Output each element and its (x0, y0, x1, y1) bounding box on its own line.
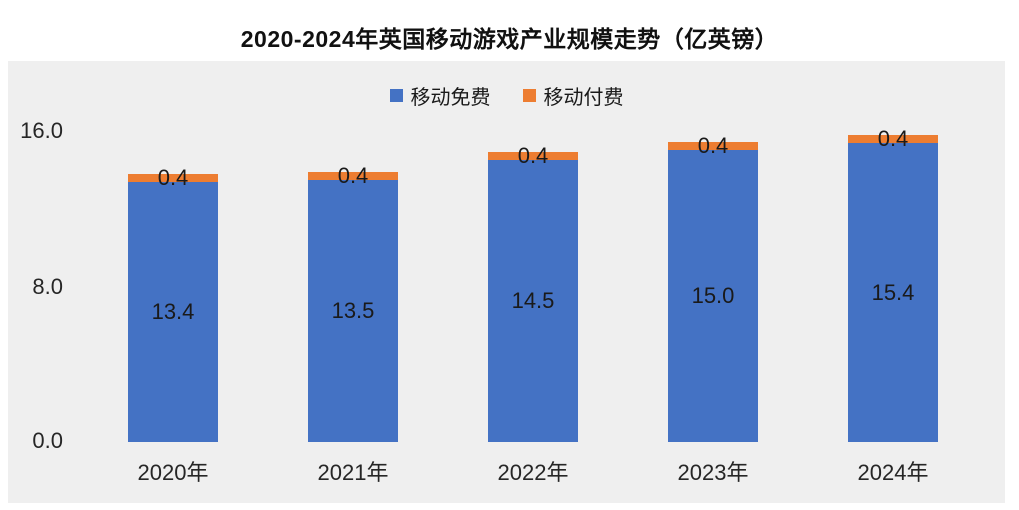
bar-segment-free: 15.4 (848, 143, 938, 442)
legend-label-free: 移动免费 (410, 87, 491, 109)
legend: 移动免费 移动付费 (8, 81, 1005, 110)
x-axis-label: 2021年 (317, 460, 389, 485)
bar-group: 15.0 0.4 2023年 (668, 133, 758, 485)
bar-value-label-free: 15.4 (871, 279, 915, 305)
y-axis-tick-0: 0.0 (32, 428, 63, 453)
bars-layer: 13.4 0.4 2020年 13.5 0.4 2021年 14.5 0.4 2022年 15.0… (8, 61, 1005, 503)
bar-group: 13.5 0.4 2021年 (308, 163, 398, 485)
chart-title: 2020-2024年英国移动游戏产业规模走势（亿英镑） (240, 26, 779, 52)
bar-segment-paid (128, 174, 218, 182)
legend-item-paid: 移动付费 (522, 81, 624, 110)
legend-item-free: 移动免费 (389, 81, 491, 110)
x-axis-label: 2023年 (677, 460, 749, 485)
bar-segment-paid (488, 152, 578, 160)
legend-swatch-free-icon (389, 89, 403, 102)
bar-segment-free: 13.4 (128, 182, 218, 442)
bar-segment-paid (848, 135, 938, 143)
bar-value-label-free: 15.0 (691, 283, 735, 308)
y-axis-tick-16: 16.0 (20, 118, 63, 143)
x-axis-label: 2020年 (137, 460, 209, 485)
legend-swatch-paid-icon (522, 89, 536, 102)
bar-segment-paid (668, 142, 758, 150)
bar-segment-free: 13.5 (308, 180, 398, 442)
y-axis-tick-8: 8.0 (32, 274, 63, 299)
bar-value-label-paid: 0.4 (697, 133, 729, 158)
bar-value-label-paid: 0.4 (337, 163, 369, 188)
bar-value-label-free: 13.4 (151, 299, 195, 324)
bar-segment-free: 15.0 (668, 150, 758, 442)
bar-segment-free: 14.5 (488, 160, 578, 442)
x-axis-label: 2022年 (497, 460, 569, 485)
bar-segment-paid (308, 172, 398, 180)
bar-group: 13.4 0.4 2020年 (128, 165, 218, 485)
bar-value-label-paid: 0.4 (517, 143, 549, 168)
bar-value-label-paid: 0.4 (877, 126, 909, 151)
legend-label-paid: 移动付费 (543, 87, 624, 109)
bar-group: 14.5 0.4 2022年 (488, 143, 578, 485)
x-axis-label: 2024年 (857, 460, 929, 485)
bar-value-label-free: 13.5 (331, 298, 375, 323)
plot-panel: 移动免费 移动付费 16.0 8.0 0.0 13.4 0.4 2020年 13.5 0… (8, 61, 1005, 503)
bar-value-label-paid: 0.4 (157, 165, 189, 190)
bar-value-label-free: 14.5 (511, 288, 555, 313)
bar-group: 15.4 0.4 2024年 (848, 126, 938, 485)
